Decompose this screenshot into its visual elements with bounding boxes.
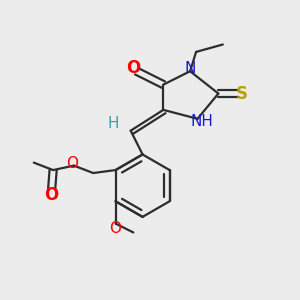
Text: O: O: [110, 220, 122, 236]
Text: O: O: [66, 156, 78, 171]
Text: O: O: [127, 59, 141, 77]
Text: NH: NH: [190, 114, 214, 129]
Text: S: S: [236, 85, 248, 103]
Text: O: O: [44, 186, 59, 204]
Text: H: H: [107, 116, 118, 131]
Text: N: N: [184, 61, 196, 76]
